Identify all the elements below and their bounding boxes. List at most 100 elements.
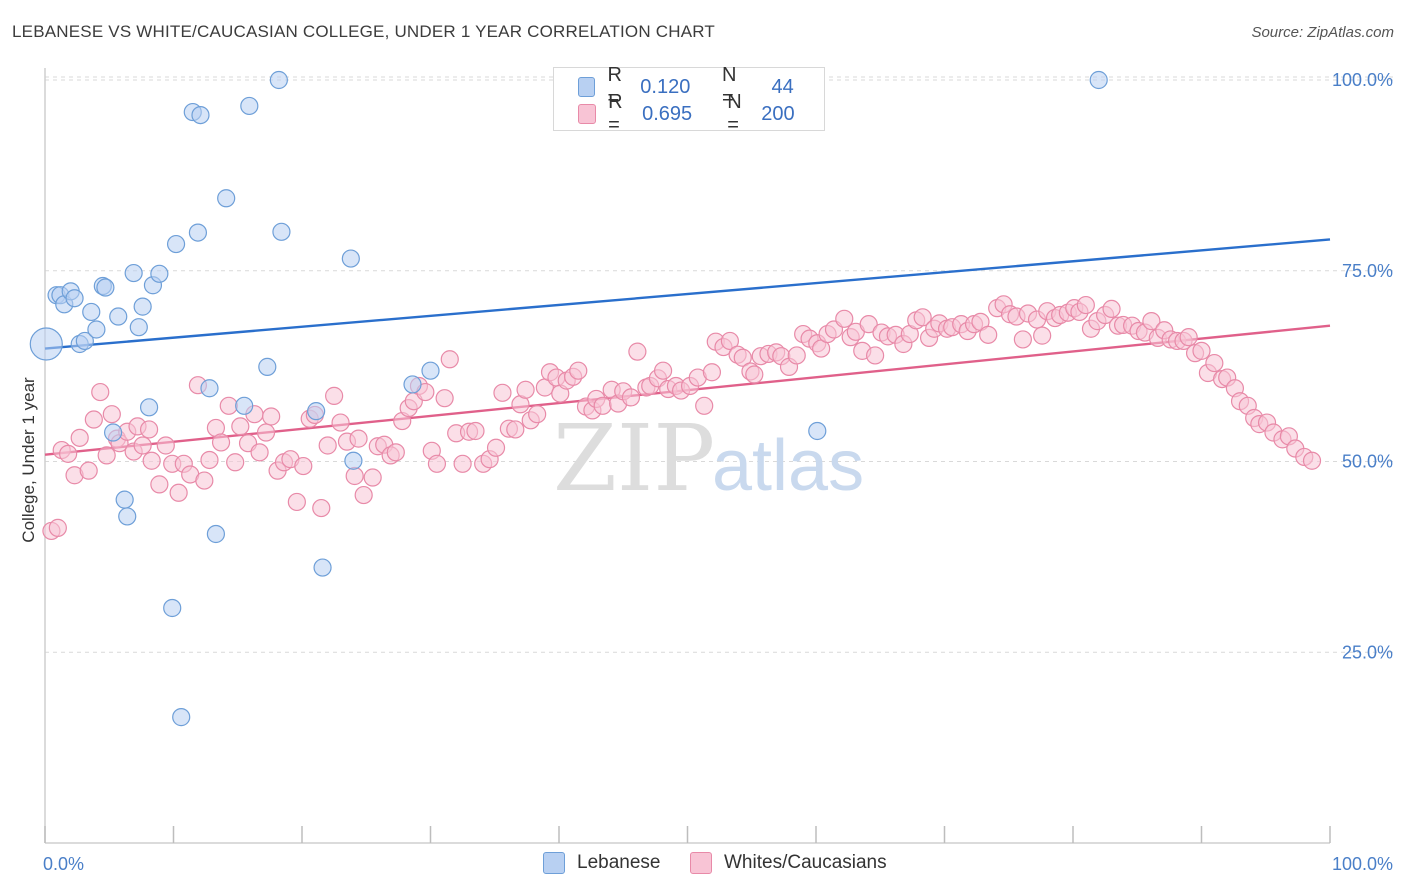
source-credit: Source: ZipAtlas.com — [1251, 24, 1394, 41]
point-lebanese — [29, 327, 63, 361]
point-whites — [516, 380, 535, 399]
bottom-legend-lebanese: Lebanese — [543, 852, 660, 874]
point-whites — [363, 468, 382, 487]
point-lebanese — [115, 490, 134, 509]
point-whites — [1033, 326, 1052, 345]
point-whites — [139, 420, 159, 439]
point-whites — [787, 346, 806, 365]
x-tick-label: 100.0% — [1332, 854, 1393, 874]
point-lebanese — [133, 297, 152, 316]
axes — [44, 68, 1331, 844]
point-lebanese — [307, 402, 326, 421]
legend: R = 0.120 N = 44 R = 0.695 N = 200 — [553, 64, 825, 136]
point-whites — [294, 456, 313, 476]
legend-r-label: R = — [607, 64, 622, 109]
point-whites — [628, 342, 647, 361]
point-whites — [866, 346, 885, 365]
point-lebanese — [139, 398, 159, 417]
point-lebanese — [217, 189, 236, 208]
point-whites — [621, 388, 641, 407]
point-whites — [354, 485, 373, 505]
point-lebanese — [272, 222, 291, 241]
point-whites — [435, 389, 454, 408]
point-lebanese — [75, 331, 94, 351]
point-whites — [142, 451, 161, 470]
legend-n-label: N = — [727, 91, 742, 136]
point-lebanese — [191, 105, 210, 125]
watermark-atlas: atlas — [712, 426, 864, 506]
point-lebanese — [96, 278, 115, 297]
point-whites — [702, 363, 722, 382]
point-lebanese — [82, 302, 101, 322]
point-whites — [386, 443, 405, 462]
legend-r-value: 0.695 — [642, 102, 693, 125]
point-lebanese — [240, 96, 259, 116]
point-lebanese — [118, 507, 137, 526]
chart-title: LEBANESE VS WHITE/CAUCASIAN COLLEGE, UND… — [12, 22, 716, 41]
legend-swatch-lebanese — [578, 77, 596, 97]
point-whites — [466, 421, 485, 441]
point-whites — [156, 436, 175, 455]
point-lebanese — [104, 423, 123, 442]
legend-r-value: 0.120 — [640, 75, 691, 98]
point-lebanese — [269, 70, 288, 90]
point-whites — [250, 443, 269, 462]
watermark: ZIP atlas — [553, 405, 864, 512]
bottom-legend-label-lebanese: Lebanese — [577, 852, 661, 873]
point-whites — [653, 361, 673, 380]
watermark-zip: ZIP — [553, 405, 715, 512]
point-lebanese — [166, 234, 186, 254]
point-whites — [427, 454, 447, 473]
point-whites — [1013, 330, 1032, 349]
point-whites — [200, 450, 219, 470]
y-axis-label: College, Under 1 year — [19, 377, 38, 543]
point-lebanese — [235, 396, 254, 415]
point-whites — [859, 315, 878, 334]
point-whites — [226, 453, 245, 472]
point-whites — [593, 396, 612, 415]
bottom-legend: Lebanese Whites/Caucasians — [0, 852, 1406, 878]
point-whites — [695, 396, 714, 415]
point-lebanese — [808, 421, 827, 441]
point-whites — [1205, 353, 1224, 373]
point-lebanese — [206, 524, 226, 544]
x-tick-label: 0.0% — [43, 854, 84, 874]
trend-line-lebanese — [44, 238, 1331, 350]
point-whites — [720, 331, 740, 351]
point-whites — [1142, 312, 1161, 331]
bottom-legend-swatch-lebanese — [543, 852, 565, 874]
point-whites — [745, 365, 764, 384]
point-whites — [493, 383, 512, 402]
point-whites — [345, 466, 364, 486]
point-whites — [150, 475, 169, 494]
y-tick-label: 50.0% — [1342, 452, 1393, 472]
point-whites — [913, 308, 932, 327]
legend-n-label: N = — [722, 64, 737, 109]
point-whites — [219, 396, 238, 415]
legend-row-whites: R = 0.695 N = 200 — [578, 91, 824, 136]
point-lebanese — [341, 249, 360, 268]
point-whites — [528, 405, 547, 424]
point-lebanese — [163, 598, 182, 618]
point-whites — [453, 454, 472, 473]
legend-r-label: R = — [608, 91, 623, 136]
bottom-legend-whites: Whites/Caucasians — [690, 852, 887, 874]
point-whites — [102, 405, 121, 424]
point-whites — [287, 492, 306, 512]
point-whites — [169, 483, 188, 502]
point-whites — [835, 309, 854, 328]
point-whites — [256, 423, 276, 442]
legend-row-lebanese: R = 0.120 N = 44 — [578, 64, 832, 109]
point-lebanese — [188, 223, 208, 242]
point-whites — [325, 386, 344, 405]
point-whites — [84, 410, 103, 429]
grid-lines — [45, 76, 1395, 653]
tick-labels: 25.0% 50.0% 75.0% 100.0% 0.0% 100.0% — [43, 70, 1393, 874]
point-whites — [979, 325, 998, 344]
point-lebanese — [313, 558, 332, 577]
point-whites — [1192, 341, 1211, 360]
scatter-points — [29, 70, 1322, 727]
point-whites — [486, 438, 506, 457]
point-whites — [48, 518, 67, 537]
